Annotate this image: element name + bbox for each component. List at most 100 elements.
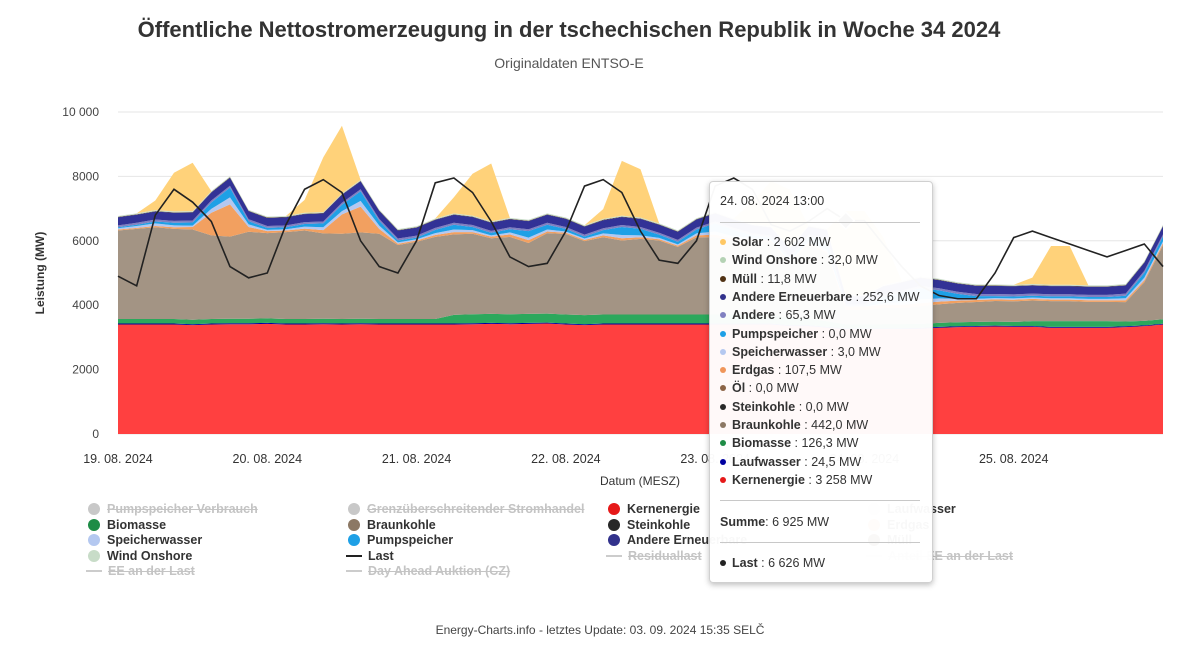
tooltip-dot [720, 330, 726, 337]
tooltip-row: Erdgas : 107,5 MW [720, 363, 842, 377]
legend-label: EE an der Last [108, 564, 195, 578]
tooltip-row: Kernenergie : 3 258 MW [720, 473, 872, 487]
legend-label: Grenzüberschreitender Stromhandel [367, 502, 585, 516]
x-tick-label: 22. 08. 2024 [531, 452, 601, 466]
tooltip-row: Laufwasser : 24,5 MW [720, 455, 861, 469]
area-andere[interactable] [118, 185, 1163, 307]
legend-label: Steinkohle [627, 517, 691, 532]
tooltip-header: 24. 08. 2024 13:00 [720, 194, 825, 208]
tooltip-row: Biomasse : 126,3 MW [720, 436, 858, 450]
legend-label: Residuallast [628, 548, 702, 563]
area-pumpspeicher[interactable] [118, 187, 1163, 307]
legend-label: Speicherwasser [107, 533, 203, 547]
y-axis-ticks: 0 2000 4000 6000 8000 10 000 [62, 105, 99, 441]
area-solar[interactable] [118, 125, 1163, 295]
tooltip-sum-label: Summe [720, 515, 766, 529]
area-kernenergie[interactable] [118, 323, 1163, 434]
y-tick-label: 6000 [72, 234, 99, 248]
tooltip-dot [720, 348, 726, 355]
tooltip-series-value: : 0,0 MW [745, 381, 799, 396]
x-tick-label: 20. 08. 2024 [233, 452, 303, 466]
tooltip-series-value: : 2 602 MW [763, 235, 831, 249]
legend-label: Day Ahead Auktion (CZ) [368, 564, 511, 578]
tooltip-series-value: : 32,0 MW [817, 253, 878, 268]
tooltip-series-value: : 252,6 MW [852, 289, 920, 304]
tooltip-dot [720, 239, 726, 245]
legend-item[interactable]: Pumpspeicher Verbrauch [88, 502, 258, 516]
legend-line-swatch [346, 570, 362, 572]
legend-item[interactable]: Steinkohle [608, 518, 690, 532]
y-tick-label: 0 [92, 427, 99, 441]
legend-swatch [348, 518, 360, 531]
footer-update-info: Energy-Charts.info - letztes Update: 03.… [435, 623, 765, 637]
legend-item[interactable]: Biomasse [88, 518, 166, 532]
tooltip-row: Braunkohle : 442,0 MW [720, 418, 868, 432]
legend-item[interactable]: Kernenergie [608, 502, 700, 516]
legend-item[interactable]: Grenzüberschreitender Stromhandel [348, 502, 584, 516]
tooltip-row: Öl : 0,0 MW [720, 381, 799, 395]
legend-item[interactable]: Last [346, 549, 394, 563]
last-line[interactable] [117, 177, 1164, 300]
legend-item[interactable]: Wind Onshore [88, 549, 192, 563]
tooltip-series-value: : 442,0 MW [800, 418, 869, 432]
tooltip-row: Andere Erneuerbare : 252,6 MW [720, 290, 920, 304]
tooltip-dot [720, 312, 726, 319]
tooltip-series-name: Andere Erneuerbare [732, 289, 853, 304]
area-andere-erneuerbare[interactable] [118, 177, 1163, 305]
tooltip-series-name: Laufwasser [732, 454, 801, 469]
tooltip-series-name: Braunkohle [732, 418, 801, 432]
tooltip-series-name: Pumpspeicher [732, 326, 819, 341]
legend-swatch [348, 534, 360, 546]
tooltip-dot [720, 422, 726, 428]
legend-item[interactable]: Day Ahead Auktion (CZ) [346, 564, 511, 578]
tooltip-sum-value: 6 925 MW [772, 515, 830, 529]
legend-swatch [608, 503, 620, 515]
legend-label: Pumpspeicher Verbrauch [107, 502, 258, 516]
x-tick-label: 25. 08. 2024 [979, 452, 1049, 466]
area-erdgas[interactable] [118, 204, 1163, 310]
chart-subtitle: Originaldaten ENTSO-E [494, 55, 644, 71]
tooltip-dot [720, 293, 726, 300]
tooltip-last-dot [720, 560, 726, 566]
y-tick-label: 4000 [72, 298, 99, 312]
y-tick-label: 2000 [72, 363, 99, 377]
tooltip-dot [720, 367, 726, 374]
tooltip-divider [720, 542, 920, 543]
tooltip-dot [720, 403, 726, 410]
tooltip-series-name: Andere [732, 308, 776, 323]
tooltip-dot [720, 385, 726, 392]
legend-swatch [608, 534, 620, 546]
area-braunkohle[interactable] [118, 227, 1163, 325]
tooltip-series-value: : 3 258 MW [804, 472, 873, 487]
legend-item[interactable]: Residuallast [606, 548, 702, 563]
legend-item[interactable]: Speicherwasser [88, 533, 202, 547]
stacked-areas[interactable] [118, 125, 1163, 434]
chart-title: Öffentliche Nettostromerzeugung in der t… [137, 17, 1001, 42]
tooltip-divider [720, 500, 920, 501]
tooltip-series-value: : 3,0 MW [827, 344, 881, 359]
legend-item[interactable]: Braunkohle [348, 518, 436, 532]
tooltip-series-name: Biomasse [732, 436, 792, 451]
legend-label: Kernenergie [627, 502, 700, 516]
tooltip-series-value: : 126,3 MW [791, 436, 859, 451]
legend-item[interactable]: EE an der Last [86, 564, 195, 578]
tooltip-series-value: : 65,3 MW [775, 308, 836, 323]
tooltip-series-name: Solar [732, 235, 764, 249]
legend: Pumpspeicher Verbrauch Grenzüberschreiten… [0, 500, 1200, 600]
load-line[interactable] [117, 177, 1164, 300]
tooltip-dot [720, 476, 726, 483]
y-tick-label: 8000 [72, 169, 99, 183]
legend-label: Braunkohle [367, 517, 436, 532]
legend-item[interactable]: Pumpspeicher [348, 533, 453, 547]
tooltip-series-name: Wind Onshore [732, 253, 818, 268]
tooltip-series-value: : 0,0 MW [795, 399, 849, 414]
tooltip-dot [720, 440, 726, 447]
area-laufwasser[interactable] [118, 322, 1163, 330]
tooltip-row: Wind Onshore : 32,0 MW [720, 253, 878, 267]
legend-swatch [88, 518, 100, 531]
legend-label: Wind Onshore [107, 548, 193, 563]
tooltip-series-value: : 0,0 MW [818, 326, 872, 341]
tooltip-series-name: Öl [732, 381, 746, 396]
legend-swatch [88, 503, 100, 515]
tooltip-last-label: Last [732, 556, 758, 570]
